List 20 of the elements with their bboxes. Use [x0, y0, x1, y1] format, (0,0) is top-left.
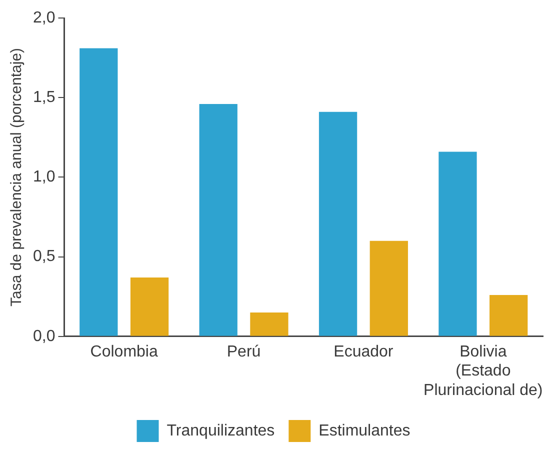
y-tick-label: 1,0 — [32, 168, 56, 186]
bar — [318, 112, 358, 336]
legend-label: Tranquilizantes — [166, 422, 275, 440]
y-tick-label: 0,0 — [32, 328, 56, 345]
x-tick-label: Perú — [226, 343, 261, 360]
y-axis-title: Tasa de prevalencia anual (porcentaje) — [8, 48, 26, 306]
bar — [130, 277, 169, 336]
bar — [490, 295, 528, 336]
bar — [250, 312, 288, 336]
bar — [438, 152, 477, 336]
x-tick-label: Ecuador — [334, 343, 394, 360]
bar — [199, 104, 238, 336]
y-tick-label: 2,0 — [32, 9, 56, 26]
y-tick-label: 0,5 — [32, 248, 56, 266]
y-tick-label: 1,5 — [32, 89, 56, 106]
bar — [370, 240, 408, 336]
x-tick-label: Colombia — [90, 343, 158, 360]
legend-label: Estimulantes — [318, 422, 410, 440]
x-tick-label: Bolivia (Estado Plurinacional de) — [424, 343, 543, 399]
bar — [80, 48, 118, 336]
